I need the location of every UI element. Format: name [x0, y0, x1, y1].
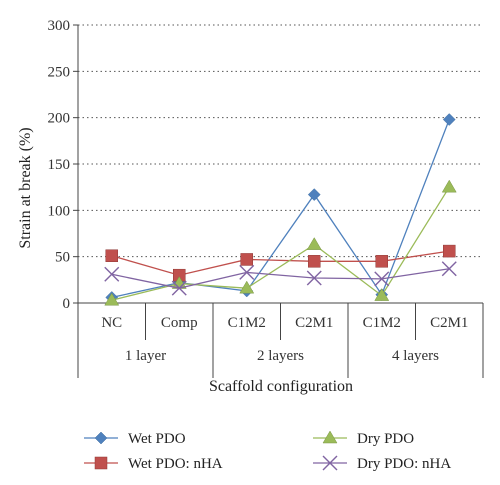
data-point	[442, 113, 456, 126]
data-point	[239, 264, 255, 280]
x-marker-stroke	[239, 264, 255, 280]
legend-label: Wet PDO	[128, 431, 186, 447]
x-axis-label: Scaffold configuration	[209, 378, 353, 395]
legend-marker	[94, 456, 108, 470]
series-dry-pdo-nha	[104, 261, 457, 296]
y-tick-label: 50	[55, 250, 70, 266]
y-tick-label: 200	[48, 111, 71, 127]
series-wet-pdo-nha	[105, 244, 456, 282]
category-label: C2M1	[295, 315, 333, 331]
data-point	[171, 280, 187, 296]
x-marker-stroke	[374, 271, 390, 287]
legend-label: Dry PDO: nHA	[357, 456, 451, 472]
y-tick-label: 250	[48, 64, 71, 80]
y-tick-label: 300	[48, 18, 71, 34]
x-marker-stroke	[441, 261, 457, 277]
legend-label: Wet PDO: nHA	[128, 456, 223, 472]
category-label: NC	[101, 315, 122, 331]
category-label: C1M2	[228, 315, 266, 331]
data-point	[306, 270, 322, 286]
x-group-labels: 1 layer 2 layers 4 layers	[125, 348, 439, 364]
axes	[73, 24, 484, 378]
data-point	[239, 280, 255, 294]
y-axis-label: Strain at break (%)	[17, 127, 34, 248]
category-label: C2M1	[430, 315, 468, 331]
data-point	[375, 255, 388, 268]
y-tick-label: 100	[48, 203, 71, 219]
legend-entry: Dry PDO	[313, 430, 414, 447]
series-line	[111, 119, 450, 299]
series-line	[111, 250, 450, 276]
legend-marker	[322, 455, 338, 471]
group-label: 2 layers	[257, 348, 304, 364]
data-point	[441, 261, 457, 277]
data-point	[105, 249, 118, 262]
series-line	[111, 268, 450, 289]
data-point	[306, 237, 322, 250]
category-label: C1M2	[363, 315, 401, 331]
data-point	[308, 255, 321, 268]
data-point	[307, 188, 321, 201]
data-point	[443, 244, 456, 258]
group-label: 4 layers	[392, 348, 439, 364]
x-marker-stroke	[171, 280, 187, 296]
legend-entry: Wet PDO: nHA	[84, 456, 223, 472]
x-marker-stroke	[104, 266, 120, 282]
legend-entry: Dry PDO: nHA	[313, 455, 451, 472]
data-point	[374, 271, 390, 287]
data-point	[240, 253, 253, 266]
data-point	[374, 288, 390, 301]
legend-entry: Wet PDO	[84, 431, 186, 447]
legend-marker	[322, 430, 338, 444]
group-label: 1 layer	[125, 348, 166, 364]
legend-marker	[94, 431, 108, 445]
y-tick-label: 0	[63, 296, 71, 312]
category-label: Comp	[161, 315, 198, 331]
legend-label: Dry PDO	[357, 431, 414, 447]
data-point	[441, 179, 457, 193]
data-point	[104, 266, 120, 282]
y-tick-label: 150	[48, 157, 71, 173]
data-point	[104, 292, 120, 306]
x-category-labels: NC Comp C1M2 C2M1 C1M2 C2M1	[101, 315, 468, 331]
gridlines	[78, 24, 483, 258]
x-marker-stroke	[306, 270, 322, 286]
legend: Wet PDO Wet PDO: nHA Dry PDO Dry PDO: nHA	[84, 430, 451, 472]
y-tick-labels: 0 50 100 150 200 250 300	[48, 18, 71, 312]
x-marker-stroke	[322, 455, 338, 471]
series-layer	[104, 113, 457, 306]
